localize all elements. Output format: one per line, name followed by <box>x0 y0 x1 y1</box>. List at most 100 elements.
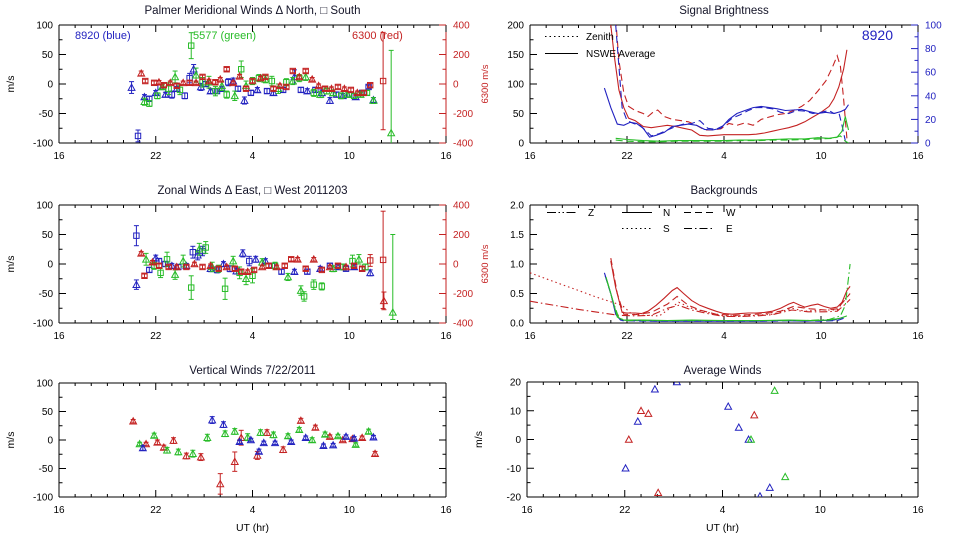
vertical-series-6300-vertical <box>128 416 380 495</box>
backgrounds-legend-label: N <box>663 208 670 219</box>
backgrounds-y-tick-label: 0.0 <box>510 319 524 330</box>
brightness-x-tick-label: 10 <box>815 151 827 162</box>
brightness-x-tick-label: 16 <box>912 151 924 162</box>
brightness-annotation: 8920 <box>862 27 893 43</box>
vertical-y-tick-label: -50 <box>39 464 54 475</box>
meridional-x-tick-label: 4 <box>250 151 256 162</box>
average-y-axis-label: m/s <box>473 431 485 448</box>
backgrounds-y-tick-label: 1.0 <box>510 260 524 271</box>
meridional-title: Palmer Meridional Winds Δ North, □ South <box>145 5 361 17</box>
meridional-y-tick-label: -100 <box>33 139 53 150</box>
average-series-5577-average <box>746 386 790 481</box>
zonal-right-tick-label: -400 <box>453 319 473 330</box>
brightness-y-tick-label: 200 <box>507 21 524 32</box>
brightness-series-6300-nswe-average <box>610 25 848 137</box>
zonal-series <box>132 210 398 320</box>
meridional-y-tick-label: 100 <box>36 21 53 32</box>
meridional-y-tick-label: 50 <box>42 50 54 61</box>
meridional-y-tick-label: 0 <box>47 80 53 91</box>
brightness-y-tick-label: 0 <box>518 139 524 150</box>
backgrounds-x-tick-label: 16 <box>524 331 536 342</box>
zonal-y-tick-label: 100 <box>36 201 53 212</box>
meridional-y-axis-label: m/s <box>5 76 17 93</box>
meridional-x-tick-label: 10 <box>344 151 356 162</box>
zonal-x-tick-label: 22 <box>150 331 162 342</box>
vertical-series-5577-vertical <box>135 425 373 458</box>
zonal-right-tick-label: 0 <box>453 260 459 271</box>
vertical-y-tick-label: 50 <box>42 407 54 418</box>
meridional-series-8920-north-south <box>127 64 378 143</box>
meridional-x-tick-label: 16 <box>53 151 65 162</box>
brightness-y-tick-label: 150 <box>507 50 524 61</box>
zonal-title: Zonal Winds Δ East, □ West 2011203 <box>158 185 348 197</box>
meridional-series-6300-north-south <box>136 31 387 131</box>
vertical-x-tick-label: 16 <box>53 505 65 516</box>
average-title: Average Winds <box>684 365 762 377</box>
zonal-y-tick-label: 50 <box>42 230 54 241</box>
backgrounds-x-tick-label: 22 <box>621 331 633 342</box>
backgrounds-legend-label: E <box>726 224 733 235</box>
meridional-plot: 16 22 4 10 16-100-50050100m/s-400-2000200400… <box>5 5 491 162</box>
brightness-series-5577-nswe-average <box>615 116 850 142</box>
brightness-series-6300-zenith <box>615 25 848 139</box>
meridional-series <box>127 31 396 143</box>
brightness-right-tick-label: 40 <box>925 91 937 102</box>
average-y-tick-label: 0 <box>515 435 521 446</box>
brightness-title: Signal Brightness <box>679 5 769 17</box>
vertical-y-tick-label: -100 <box>33 493 53 504</box>
brightness-right-tick-label: 20 <box>925 115 937 126</box>
average-x-tick-label: 16 <box>912 505 924 516</box>
brightness-legend-label: Zenith <box>586 32 614 43</box>
average-x-tick-label: 16 <box>521 505 533 516</box>
plot-row-top: 16 22 4 10 16-100-50050100m/s-400-2000200400… <box>5 5 942 162</box>
meridional-y-tick-label: -50 <box>39 109 54 120</box>
vertical-plot: 16 22 4 10 16 UT (hr) -100 -50 0 50 100 m/s Vertical… <box>5 365 452 534</box>
zonal-y-axis-label: m/s <box>5 256 17 273</box>
brightness-x-tick-label: 22 <box>621 151 633 162</box>
meridional-right-tick-label: -200 <box>453 109 473 120</box>
meridional-annotation: 6300 (red) <box>352 30 403 42</box>
vertical-x-tick-label: 22 <box>150 505 162 516</box>
backgrounds-series <box>530 258 851 322</box>
zonal-x-tick-label: 10 <box>344 331 356 342</box>
backgrounds-x-tick-label: 16 <box>912 331 924 342</box>
meridional-x-tick-label: 16 <box>440 151 452 162</box>
brightness-y-tick-label: 50 <box>513 109 525 120</box>
zonal-x-tick-label: 16 <box>440 331 452 342</box>
vertical-axes: 16 22 4 10 16 UT (hr) -100 -50 0 50 100 m/s <box>5 379 452 535</box>
brightness-series <box>603 25 850 143</box>
zonal-series-5577-east-west <box>141 234 398 320</box>
backgrounds-series-8920-bg-2 <box>604 275 844 322</box>
zonal-plot: 16 22 4 10 16-100-50050100m/s-400-2000200400… <box>5 185 491 342</box>
vertical-series <box>128 415 380 495</box>
average-y-tick-label: 10 <box>510 406 522 417</box>
brightness-legend-label: NSWE Average <box>586 49 656 60</box>
backgrounds-y-tick-label: 1.5 <box>510 230 524 241</box>
average-axes: 16 22 4 10 16 UT (hr) -20 -10 0 10 20 m/s <box>473 378 924 535</box>
meridional-right-axis-label: 6300 m/s <box>480 64 491 103</box>
vertical-x-tick-label: 10 <box>344 505 356 516</box>
average-x-tick-label: 4 <box>720 505 726 516</box>
backgrounds-series-5577-bg-2 <box>606 263 851 322</box>
vertical-series-8920-vertical <box>138 415 378 455</box>
backgrounds-y-tick-label: 2.0 <box>510 201 524 212</box>
backgrounds-legend-label: Z <box>588 208 594 219</box>
zonal-y-tick-label: -50 <box>39 289 54 300</box>
meridional-right-tick-label: 200 <box>453 50 470 61</box>
backgrounds-x-tick-label: 4 <box>721 331 727 342</box>
backgrounds-series-6300-W <box>610 258 851 316</box>
zonal-y-tick-label: -100 <box>33 319 53 330</box>
vertical-x-tick-label: 4 <box>250 505 256 516</box>
average-plot: 16 22 4 10 16 UT (hr) -20 -10 0 10 20 m/s Average Wi… <box>473 365 924 534</box>
meridional-x-tick-label: 22 <box>150 151 162 162</box>
backgrounds-legend-label: W <box>726 208 736 219</box>
zonal-right-tick-label: -200 <box>453 289 473 300</box>
vertical-x-tick-label: 16 <box>440 505 452 516</box>
meridional-right-tick-label: 400 <box>453 21 470 32</box>
meridional-annotation: 8920 (blue) <box>75 30 131 42</box>
backgrounds-x-tick-label: 10 <box>815 331 827 342</box>
zonal-axes: 16 22 4 10 16-100-50050100m/s-400-2000200400… <box>5 201 491 343</box>
